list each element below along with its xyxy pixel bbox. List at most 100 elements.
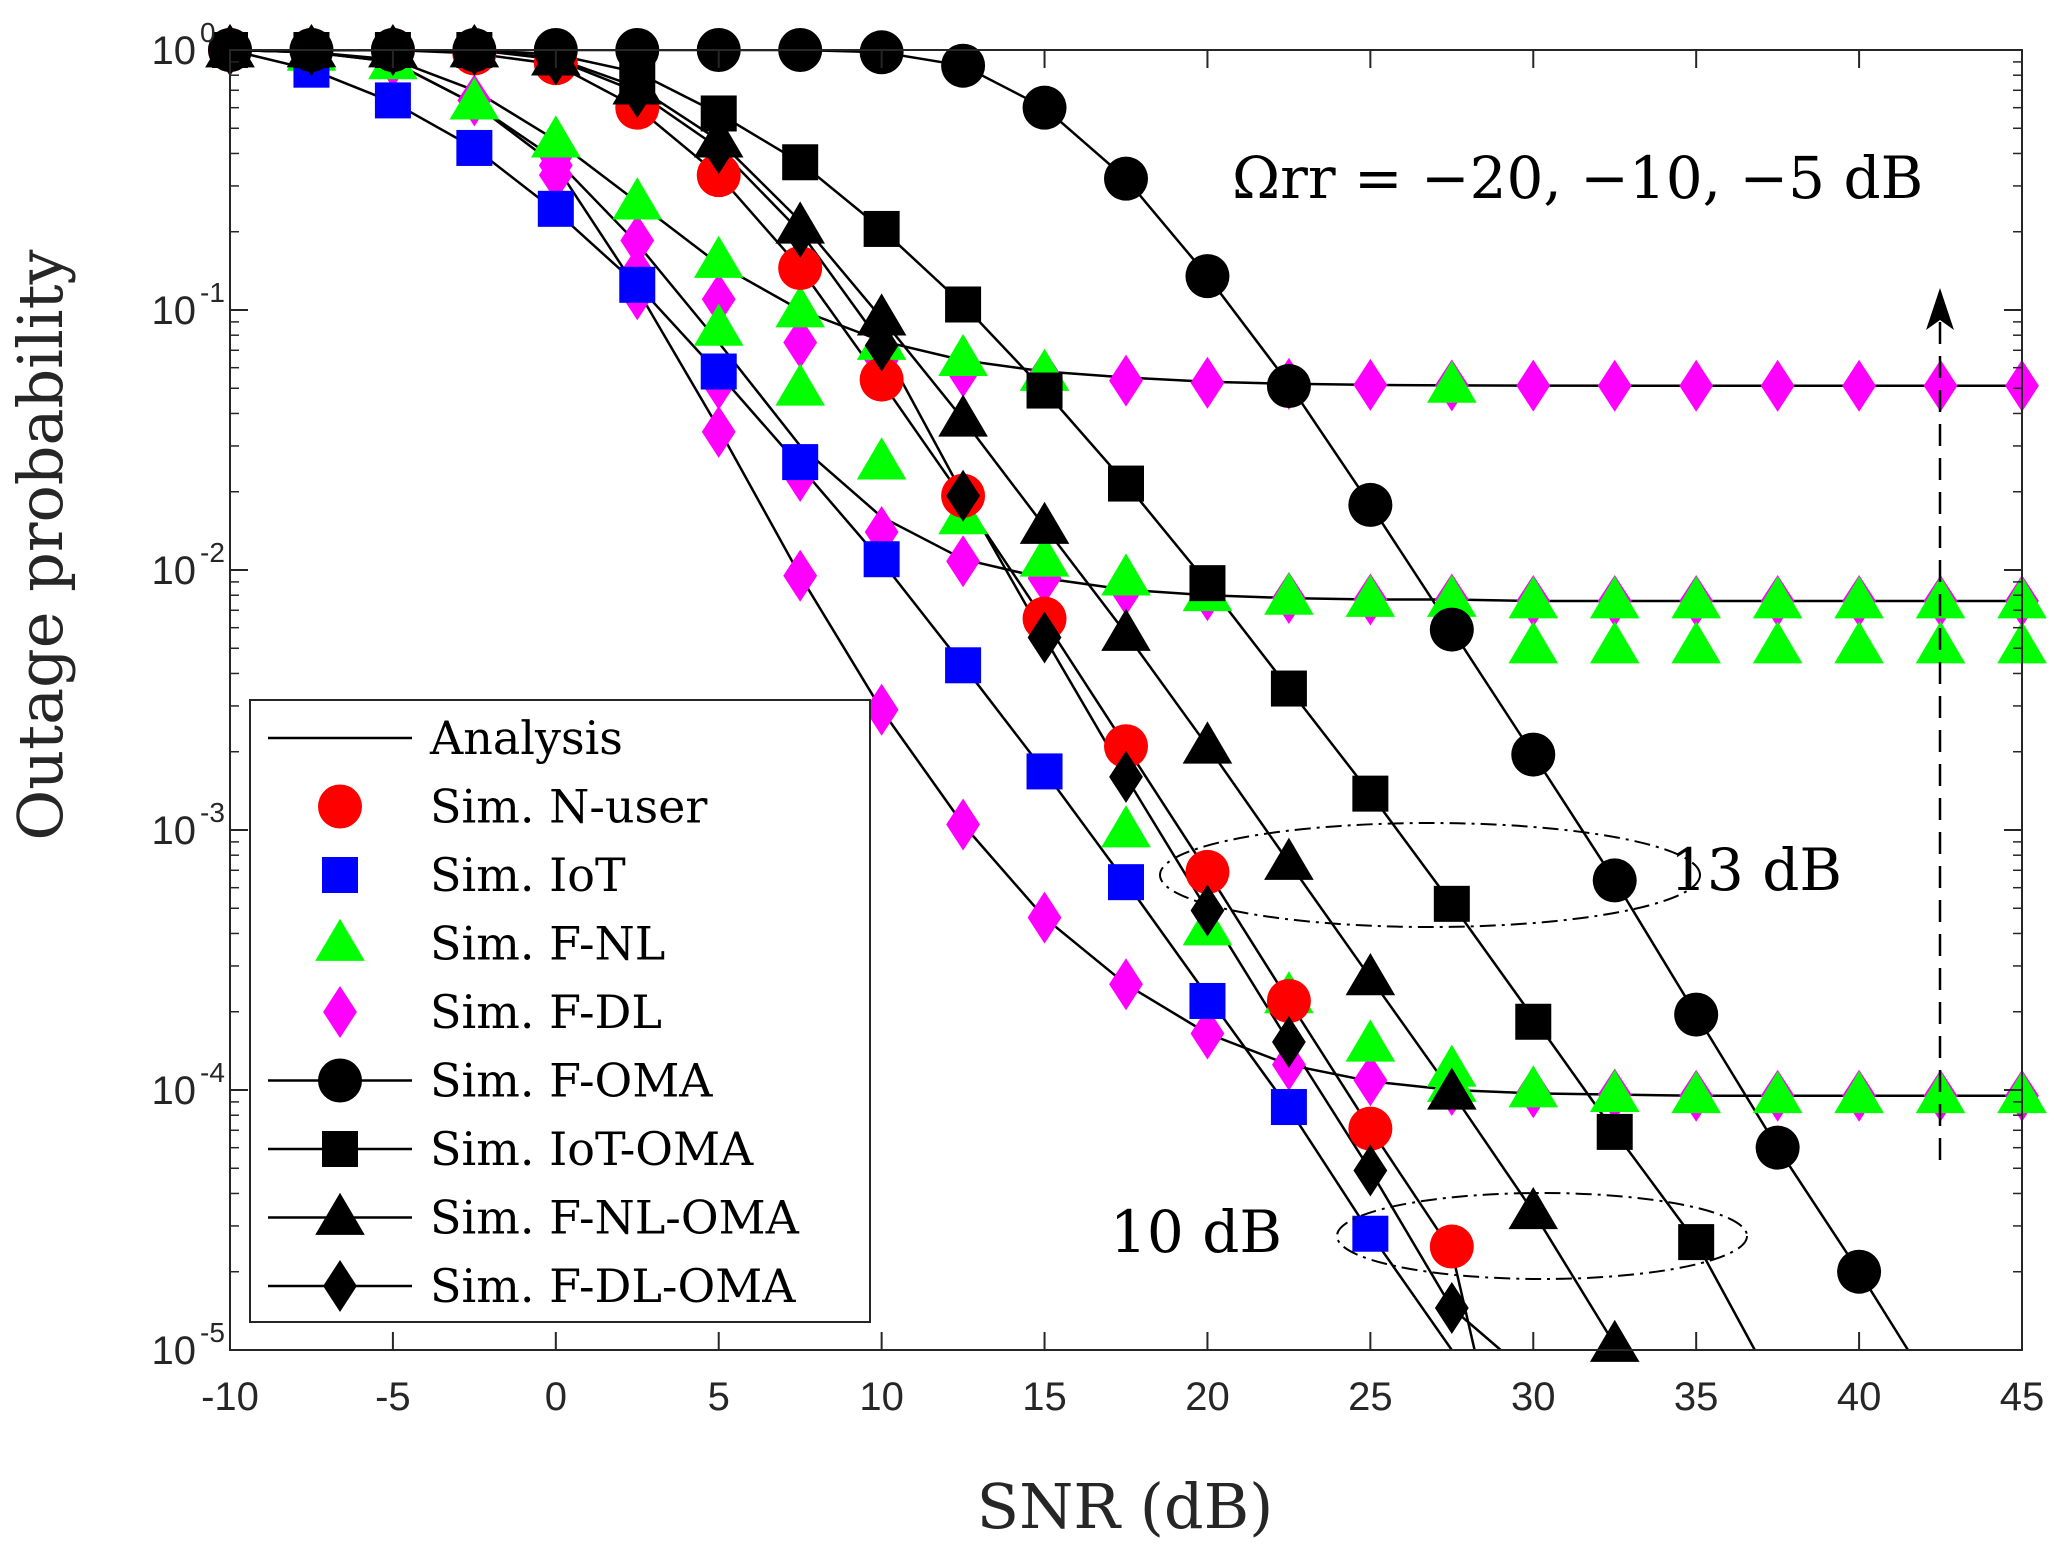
data-point xyxy=(1027,891,1062,944)
data-point xyxy=(1508,576,1559,619)
data-point xyxy=(696,153,741,198)
data-point xyxy=(1019,534,1070,577)
data-point xyxy=(1589,1069,1640,1112)
data-point xyxy=(775,285,825,328)
data-point xyxy=(1434,1282,1469,1335)
legend-marker xyxy=(315,918,365,961)
y-tick-exponent: -2 xyxy=(200,537,225,568)
data-point xyxy=(1755,1125,1800,1170)
ellipse-10db xyxy=(1336,1192,1748,1280)
data-point xyxy=(1752,621,1803,664)
data-point xyxy=(778,246,823,291)
y-tick-exponent: -4 xyxy=(200,1057,225,1088)
y-tick-label: 10 xyxy=(152,1329,197,1373)
data-point xyxy=(1270,1089,1307,1126)
data-point xyxy=(1027,611,1062,664)
x-tick-label: 20 xyxy=(1185,1375,1230,1419)
data-point xyxy=(859,357,904,402)
data-point xyxy=(1022,85,1067,130)
data-point xyxy=(946,535,980,588)
data-point xyxy=(1352,1215,1389,1252)
legend-marker xyxy=(322,857,358,893)
legend-item: Sim. F-OMA xyxy=(268,1054,713,1108)
data-point xyxy=(374,82,411,119)
data-point xyxy=(1353,1054,1388,1107)
data-point xyxy=(1760,359,1795,412)
data-point xyxy=(1508,1065,1559,1108)
data-point xyxy=(783,205,818,258)
legend-marker xyxy=(318,1058,362,1103)
data-point xyxy=(1182,721,1233,764)
data-point xyxy=(1109,354,1143,407)
annotation-13db: 13 dB xyxy=(1670,836,1842,904)
y-tick-label: 10 xyxy=(152,289,197,333)
y-tick-exponent: 0 xyxy=(200,17,216,48)
data-point xyxy=(1597,359,1632,412)
legend-marker xyxy=(318,784,362,829)
data-point xyxy=(1345,1019,1396,1062)
legend: Analysis Sim. N-user Sim. IoT Sim. F-NL Sim.… xyxy=(249,699,871,1323)
data-point xyxy=(701,273,736,326)
data-point xyxy=(1190,356,1225,409)
legend-marker xyxy=(315,1192,365,1235)
data-point xyxy=(782,444,819,481)
legend-item: Sim. IoT xyxy=(322,848,626,902)
data-point xyxy=(1842,359,1876,412)
data-point xyxy=(1189,982,1226,1019)
data-point xyxy=(856,293,907,336)
legend-item: Sim. F-NL xyxy=(315,917,665,971)
data-point xyxy=(1837,1249,1882,1294)
legend-label: Analysis xyxy=(429,711,623,765)
data-point xyxy=(1834,621,1884,664)
data-point xyxy=(783,316,818,369)
data-point xyxy=(1752,576,1803,619)
data-point xyxy=(1101,608,1151,651)
x-tick-label: 40 xyxy=(1837,1375,1882,1419)
legend-marker xyxy=(322,1131,358,1167)
analysis-curve xyxy=(230,50,1453,1350)
x-tick-label: 35 xyxy=(1674,1375,1719,1419)
data-point xyxy=(1345,574,1396,617)
data-point xyxy=(701,405,736,458)
axes-box xyxy=(229,49,2023,1351)
data-point xyxy=(1348,482,1393,527)
y-tick-exponent: -1 xyxy=(200,277,225,308)
data-point xyxy=(1671,576,1721,619)
legend-label: Sim. F-NL xyxy=(430,917,665,971)
data-point xyxy=(700,353,737,390)
data-point xyxy=(1026,753,1063,790)
data-point xyxy=(1834,1070,1884,1114)
legend-item: Sim. F-DL xyxy=(323,985,662,1039)
x-tick-label: 30 xyxy=(1511,1375,1556,1419)
legend-item: Sim. F-DL-OMA xyxy=(268,1259,796,1313)
data-point xyxy=(1511,732,1556,777)
data-point xyxy=(1109,958,1143,1011)
data-point xyxy=(1915,1070,1966,1114)
analysis-curve xyxy=(230,50,1910,1350)
data-point xyxy=(1429,1224,1474,1269)
data-point xyxy=(864,319,899,372)
data-point xyxy=(537,190,574,227)
data-point xyxy=(1353,358,1388,411)
legend-label: Sim. F-NL-OMA xyxy=(430,1191,800,1245)
data-point xyxy=(701,121,736,174)
data-point xyxy=(449,77,500,120)
legend-label: Sim. N-user xyxy=(430,780,707,834)
data-point xyxy=(1508,1187,1559,1230)
omega-annotation: Ωrr = −20, −10, −5 dB xyxy=(1232,144,1923,212)
data-point xyxy=(1101,553,1151,596)
data-point xyxy=(1353,1144,1388,1197)
annotation-10db: 10 dB xyxy=(1110,1198,1282,1266)
legend-label: Sim. IoT xyxy=(430,848,626,902)
y-tick-label: 10 xyxy=(152,809,197,853)
data-point xyxy=(693,235,744,278)
data-point xyxy=(619,266,656,303)
data-point xyxy=(946,469,980,522)
data-point xyxy=(1264,837,1314,880)
data-point xyxy=(783,549,818,602)
y-tick-label: 10 xyxy=(152,1069,197,1113)
data-point xyxy=(1515,1003,1552,1040)
data-point xyxy=(1189,565,1226,602)
